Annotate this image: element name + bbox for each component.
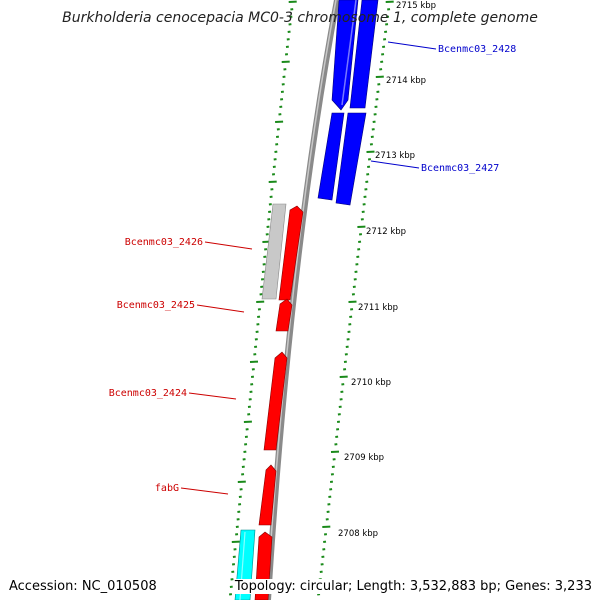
leader-line-bcenmc03-2428 [387,41,437,50]
gene-label-bcenmc03-2427[interactable]: Bcenmc03_2427 [421,163,499,174]
gene-bcenmc03-2425[interactable] [275,298,293,332]
gene-label-fabg[interactable]: fabG [155,483,179,494]
gene-fabg[interactable] [258,464,277,526]
gene-label-bcenmc03-2424[interactable]: Bcenmc03_2424 [109,388,187,399]
accession-text: Accession: NC_010508 [9,579,157,594]
leader-line-bcenmc03-2424 [188,392,237,400]
gene-bcenmc03-2428[interactable] [331,0,379,111]
leader-line-bcenmc03-2426 [204,241,253,250]
scale-label-2711: 2711 kbp [358,303,398,313]
inner-tick-track [317,0,394,596]
gene-bcenmc03-2427[interactable] [317,112,367,206]
gene-bcenmc03-2424[interactable] [263,351,288,451]
leader-line-fabg [180,487,229,495]
scale-label-2714: 2714 kbp [386,76,426,86]
topology-summary: Topology: circular; Length: 3,532,883 bp… [234,579,592,594]
gene-bcenmc03-2426[interactable] [278,205,304,301]
scale-label-2715: 2715 kbp [396,1,436,11]
gene-label-bcenmc03-2428[interactable]: Bcenmc03_2428 [438,44,516,55]
chromosome-backbone [265,0,340,600]
leader-line-bcenmc03-2427 [370,160,420,169]
gene-bcenmc03-2426-pseudo[interactable] [261,203,287,300]
scale-label-2710: 2710 kbp [351,378,391,388]
leader-line-bcenmc03-2425 [196,304,245,313]
chromosome-backbone-highlight [266,0,337,600]
outer-tick-track [228,0,297,596]
gene-label-bcenmc03-2426[interactable]: Bcenmc03_2426 [125,237,203,248]
genome-title: Burkholderia cenocepacia MC0-3 chromosom… [62,10,538,26]
scale-label-2709: 2709 kbp [344,453,384,463]
scale-label-2708: 2708 kbp [338,529,378,539]
scale-label-2713: 2713 kbp [375,151,415,161]
gene-label-bcenmc03-2425[interactable]: Bcenmc03_2425 [117,300,195,311]
scale-label-2712: 2712 kbp [366,227,406,237]
